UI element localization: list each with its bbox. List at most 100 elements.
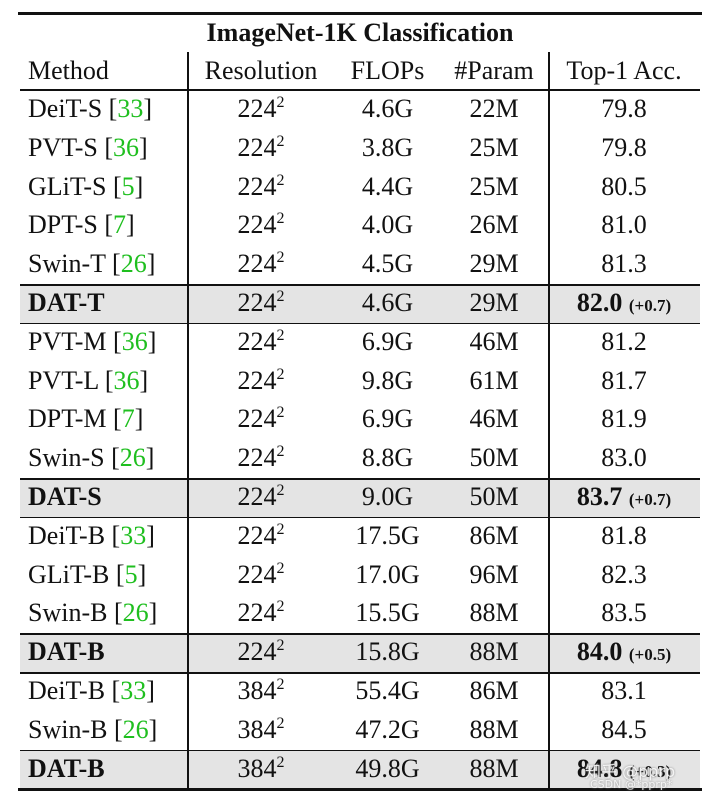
cite-bracket: [: [113, 598, 123, 628]
accuracy-cell: 82.3: [548, 556, 700, 594]
accuracy: 84.0: [576, 637, 623, 667]
resolution: 224: [237, 365, 277, 395]
row-rule: [20, 633, 700, 635]
column-header: Resolution: [204, 56, 318, 85]
cite-bracket: ]: [145, 443, 155, 473]
accuracy-cell: 81.0: [548, 206, 700, 244]
cite-bracket: ]: [137, 559, 147, 589]
params-cell: 29M: [469, 249, 519, 279]
column-rule: [187, 52, 189, 789]
resolution-cell: 2242: [187, 400, 335, 438]
cite-number: 7: [121, 404, 135, 434]
header-rule: [20, 89, 700, 91]
method-name: DAT-B: [28, 637, 105, 667]
column-rule: [548, 52, 550, 789]
method-name: DeiT-B: [28, 520, 106, 550]
flops-cell: 8.8G: [361, 443, 414, 473]
resolution: 224: [237, 637, 277, 667]
cite-number: 26: [120, 249, 147, 279]
cite-bracket: [: [104, 132, 114, 162]
flops-cell: 9.0G: [361, 482, 414, 511]
method-name: PVT-M: [28, 326, 107, 356]
resolution-exponent: 2: [276, 676, 285, 693]
resolution-exponent: 2: [276, 404, 285, 422]
accuracy-gain: (+0.5): [628, 645, 672, 665]
method-cell: Swin-B [26]: [28, 594, 188, 632]
cite-bracket: ]: [147, 326, 157, 356]
accuracy: 81.0: [601, 210, 647, 240]
accuracy-gain: (+0.7): [628, 296, 672, 315]
cite-bracket: [: [113, 171, 122, 201]
highlight-band: [20, 633, 700, 672]
resolution-cell: 2242: [187, 439, 335, 477]
resolution-exponent: 2: [276, 249, 285, 267]
method-name: PVT-S: [28, 132, 98, 162]
cite-number: 26: [122, 598, 149, 628]
cite-bracket: [: [104, 210, 114, 240]
column-header: Method: [28, 56, 109, 85]
accuracy-cell: 81.7: [548, 362, 700, 400]
resolution-cell: 2242: [187, 206, 335, 244]
cite-bracket: [: [113, 326, 122, 356]
params-cell: 88M: [469, 753, 519, 783]
method-name: DAT-B: [28, 753, 105, 783]
cite-bracket: ]: [146, 520, 155, 550]
accuracy-cell: 84.8 (+0.3): [548, 750, 700, 791]
cite-bracket: ]: [126, 210, 135, 240]
params-cell: 86M: [469, 676, 519, 705]
cite-bracket: ]: [148, 714, 158, 744]
resolution-cell: 3842: [187, 672, 335, 710]
params-cell: 50M: [469, 443, 519, 473]
params-cell: 22M: [469, 94, 519, 123]
resolution: 224: [237, 443, 277, 473]
method-name: DAT-T: [28, 288, 105, 317]
column-header: #Param: [454, 56, 534, 85]
method-name: DPT-M: [28, 404, 107, 434]
bottom-rule: [18, 788, 702, 792]
column-header: FLOPs: [350, 56, 425, 85]
method-cell: DAT-S: [28, 478, 188, 516]
resolution-cell: 2242: [187, 245, 335, 283]
accuracy: 83.1: [601, 676, 647, 705]
resolution-cell: 2242: [187, 323, 335, 361]
top-rule: [18, 12, 702, 15]
resolution-exponent: 2: [276, 365, 285, 383]
highlight-band: [20, 478, 700, 517]
cite-bracket: ]: [139, 365, 149, 395]
resolution: 224: [237, 404, 277, 434]
cite-bracket: [: [111, 443, 120, 473]
resolution-exponent: 2: [276, 288, 285, 305]
method-cell: DAT-B: [28, 750, 188, 788]
params-cell: 25M: [469, 132, 519, 162]
cite-bracket: ]: [148, 598, 158, 628]
params-cell: 25M: [469, 171, 519, 201]
method-name: DeiT-S: [28, 94, 103, 123]
method-cell: Swin-S [26]: [28, 439, 188, 477]
accuracy-cell: 81.3: [548, 245, 700, 283]
cite-number: 7: [113, 210, 127, 240]
accuracy-cell: 81.9: [548, 400, 700, 438]
accuracy-cell: 84.0 (+0.5): [548, 633, 700, 674]
accuracy: 80.5: [601, 171, 647, 201]
accuracy-cell: 79.8: [548, 129, 700, 167]
accuracy-cell: 81.8: [548, 517, 700, 555]
flops-cell: 6.9G: [361, 326, 414, 356]
resolution-exponent: 2: [276, 520, 285, 538]
method-cell: DPT-M [7]: [28, 400, 188, 438]
resolution: 224: [237, 132, 277, 162]
resolution-cell: 2242: [187, 90, 335, 128]
row-rule: [20, 516, 700, 519]
params-cell: 29M: [469, 288, 519, 317]
cite-number: 33: [117, 94, 144, 123]
resolution: 224: [237, 520, 277, 550]
cite-bracket: ]: [139, 132, 148, 162]
flops-cell: 17.5G: [355, 520, 420, 550]
cite-number: 5: [121, 171, 135, 201]
accuracy-cell: 80.5: [548, 168, 700, 206]
accuracy: 82.0: [576, 288, 623, 317]
cite-bracket: [: [111, 676, 121, 705]
accuracy: 79.8: [601, 132, 647, 162]
cite-bracket: [: [115, 559, 125, 589]
cite-bracket: ]: [146, 676, 155, 705]
method-name: PVT-L: [28, 365, 99, 395]
